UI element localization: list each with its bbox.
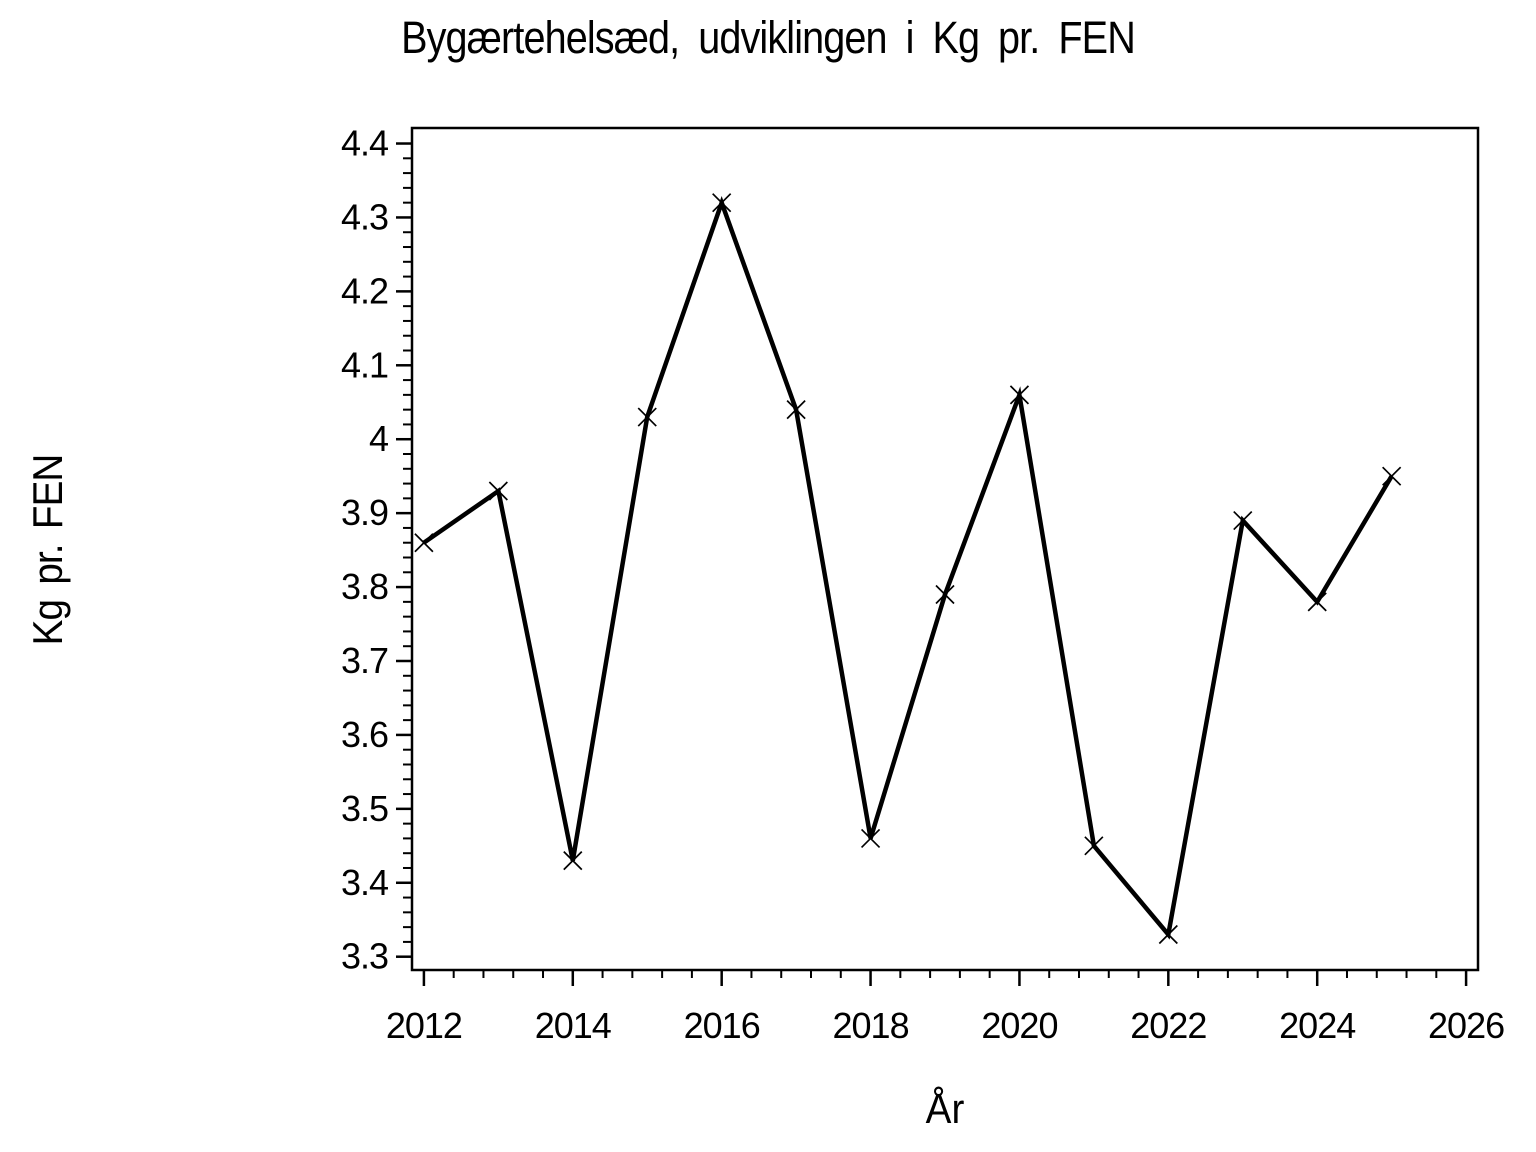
x-axis-label: År (925, 1085, 965, 1132)
data-point-marker (414, 533, 434, 553)
y-tick-label: 3.4 (341, 862, 388, 903)
y-tick-label: 4.4 (341, 123, 388, 164)
data-point-marker (563, 850, 583, 871)
x-tick-label: 2024 (1279, 1005, 1355, 1046)
data-point-marker (637, 407, 657, 427)
y-tick-label: 3.3 (341, 936, 388, 977)
y-tick-label: 4 (369, 418, 388, 459)
data-point-marker (935, 584, 955, 605)
x-tick-label: 2020 (981, 1005, 1057, 1046)
x-tick-label: 2014 (535, 1005, 611, 1046)
data-point-marker (1233, 510, 1253, 531)
y-tick-label: 3.5 (341, 788, 388, 829)
x-tick-label: 2022 (1130, 1005, 1206, 1046)
x-tick-label: 2018 (833, 1005, 909, 1046)
data-point-marker (1307, 592, 1327, 612)
axis-frame (410, 126, 1480, 972)
data-point-marker (1158, 924, 1178, 945)
x-tick-label: 2026 (1428, 1005, 1504, 1046)
y-tick-label: 3.9 (341, 492, 388, 533)
data-point-marker (712, 193, 732, 213)
data-point-marker (1084, 836, 1104, 856)
chart-title: Bygærtehelsæd, udviklingen i Kg pr. FEN (401, 12, 1136, 63)
data-line (422, 195, 1394, 940)
y-tick-label: 3.8 (341, 566, 388, 607)
y-tick-label: 4.3 (341, 196, 388, 237)
y-tick-label: 4.2 (341, 270, 388, 311)
data-point-marker (488, 481, 508, 501)
data-point-marker (860, 828, 881, 849)
data-point-marker (786, 400, 806, 420)
y-tick-label: 4.1 (341, 344, 388, 385)
x-tick-label: 2012 (386, 1005, 462, 1046)
data-point-marker (1382, 466, 1402, 486)
y-tick-label: 3.6 (341, 714, 388, 755)
y-tick-label: 3.7 (341, 640, 388, 681)
x-tick-label: 2016 (684, 1005, 760, 1046)
data-point-marker (1009, 385, 1030, 405)
